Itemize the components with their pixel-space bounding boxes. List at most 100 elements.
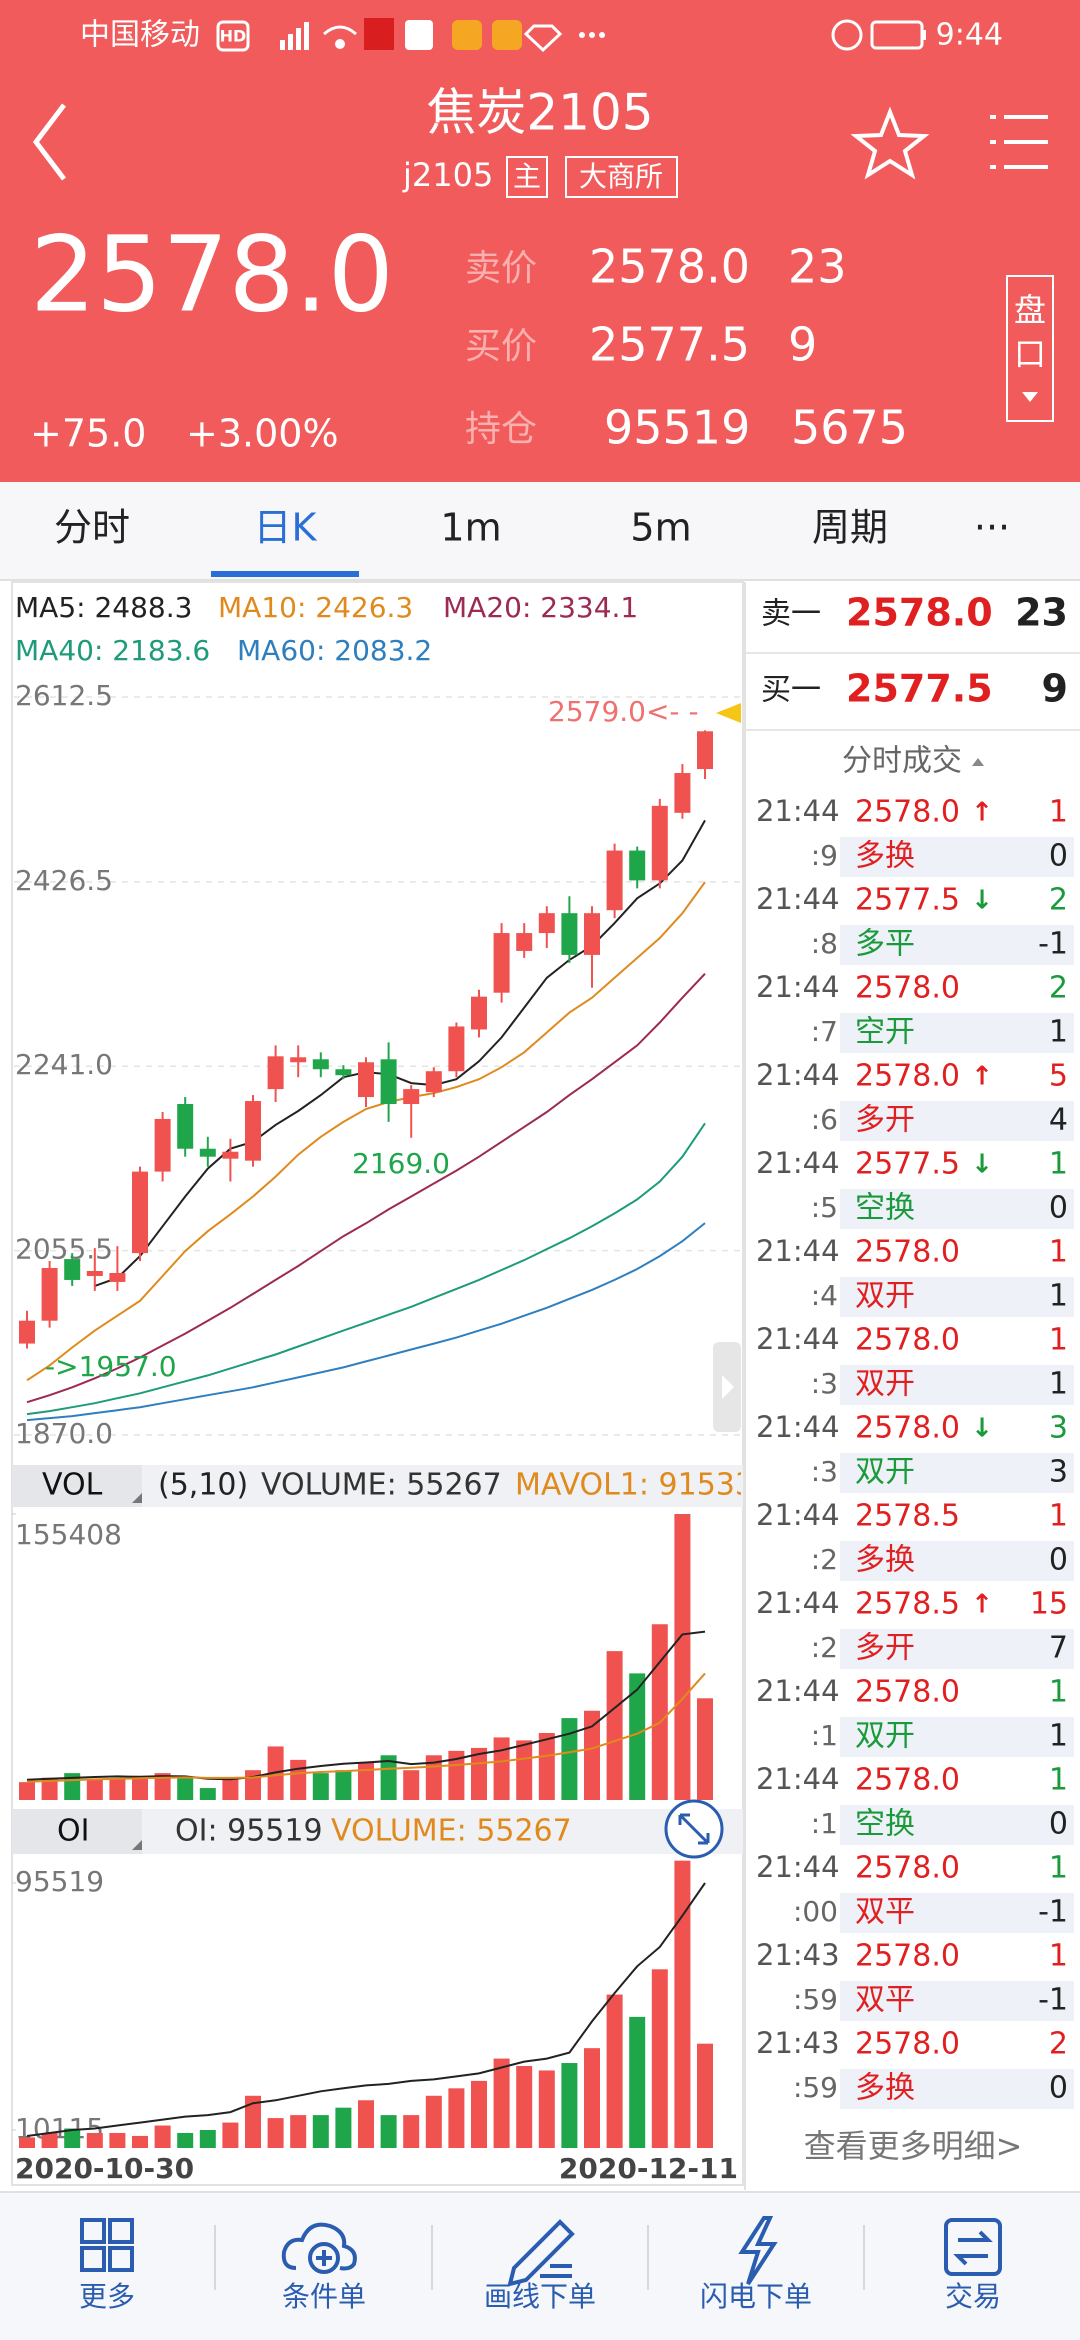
trade-seq: :5 <box>811 1191 838 1224</box>
candle-body <box>584 913 600 955</box>
trade-time: 21:44 <box>756 1674 840 1708</box>
volume-bar <box>358 2100 374 2148</box>
trade-price: 2578.5 <box>855 1587 960 1622</box>
trade-row-shade <box>840 1717 1074 1757</box>
contract-code: j2105 <box>402 156 493 194</box>
panel-title[interactable]: VOL <box>42 1468 103 1503</box>
line-series <box>94 819 706 1287</box>
book-volume: 9 <box>1042 667 1068 711</box>
badge-box <box>506 156 548 198</box>
tab[interactable]: 1m <box>440 506 501 550</box>
oi-tab[interactable] <box>12 1809 142 1854</box>
trades-sort-icon <box>972 758 984 766</box>
legend-entry: MA40: 2183.6 <box>15 634 210 667</box>
tab[interactable]: 分时 <box>54 506 130 550</box>
favorite-button[interactable] <box>850 106 930 180</box>
candle-body <box>380 1059 397 1105</box>
trade-price: 2578.0 <box>855 971 960 1006</box>
tab[interactable]: ··· <box>974 506 1010 550</box>
nav-label[interactable]: 画线下单 <box>484 2280 596 2313</box>
volume-bar <box>403 2115 420 2148</box>
volume-bar <box>132 1777 148 1800</box>
volume-bar <box>199 2130 216 2148</box>
trade-time: 21:43 <box>756 1938 840 1972</box>
trade-time: 21:44 <box>756 1058 840 1092</box>
last-price-marker <box>716 703 741 723</box>
panel-params: (5,10) <box>158 1468 248 1503</box>
trade-seq: :6 <box>811 1103 838 1136</box>
volume-bar <box>651 1624 668 1800</box>
candle-body <box>335 1069 352 1076</box>
vol-tab[interactable] <box>12 1465 142 1507</box>
candle-body <box>86 1271 103 1276</box>
order-book-toggle-label: 口 <box>1014 335 1046 373</box>
trade-volume: 5 <box>1049 1059 1068 1094</box>
trade-kind: 空开 <box>855 1015 915 1050</box>
legend-entry: MA5: 2488.3 <box>15 591 192 624</box>
panel-title[interactable]: OI <box>57 1814 89 1849</box>
trade-row-shade <box>840 837 1074 877</box>
trade-price: 2577.5 <box>855 883 960 918</box>
volume-bar <box>132 2135 148 2148</box>
trade-time: 21:44 <box>756 1410 840 1444</box>
quote-volume: 23 <box>788 240 847 294</box>
nav-icons <box>80 2216 1002 2287</box>
trade-volume: 1 <box>1049 1499 1068 1534</box>
volume-bar <box>41 1777 58 1800</box>
trade-kind: 多换 <box>855 839 915 874</box>
trade-price: 2578.0 <box>855 1939 960 1974</box>
candle-body <box>245 1101 261 1161</box>
line-series <box>26 973 706 1404</box>
tab[interactable]: 周期 <box>812 506 888 550</box>
vol-tab-corner <box>132 1493 142 1503</box>
trade-kind: 空换 <box>855 1191 915 1226</box>
order-book-toggle[interactable] <box>1006 275 1054 422</box>
trade-row-shade <box>840 1101 1074 1141</box>
clock: 9:44 <box>936 18 1003 53</box>
y-tick-label: 2241.0 <box>15 1048 113 1081</box>
tab[interactable]: 5m <box>630 506 691 550</box>
trade-seq: :2 <box>811 1631 838 1664</box>
trade-row-shade <box>840 1893 1074 1933</box>
trade-change: 7 <box>1049 1631 1068 1666</box>
book-label: 卖一 <box>761 597 821 632</box>
exchange-box <box>565 156 678 198</box>
trade-kind: 多开 <box>855 1631 915 1666</box>
nav-label[interactable]: 闪电下单 <box>700 2280 812 2313</box>
volume-bar <box>109 1779 126 1800</box>
book-price: 2578.0 <box>846 591 993 635</box>
volume-bar <box>86 1779 103 1800</box>
candle-body <box>177 1104 194 1149</box>
trade-kind: 多换 <box>855 2071 915 2106</box>
volume-bar <box>606 1651 623 1800</box>
trade-price: 2578.0 <box>855 1763 960 1798</box>
collapse-handle[interactable] <box>713 1342 741 1432</box>
back-button[interactable] <box>32 103 66 181</box>
trade-seq: :59 <box>793 2071 838 2104</box>
annotation: ->1957.0 <box>45 1350 177 1383</box>
tab[interactable]: 日K <box>254 506 318 550</box>
x-tick-label: 2020-10-30 <box>15 2152 194 2185</box>
trade-seq: :3 <box>811 1455 838 1488</box>
trade-arrow: ↓ <box>971 1414 993 1444</box>
quote-label: 买价 <box>465 326 537 367</box>
volume-bar <box>674 1514 691 1800</box>
trade-change: 1 <box>1049 1367 1068 1402</box>
nav-label[interactable]: 交易 <box>945 2280 1001 2313</box>
y-tick-label: 2426.5 <box>15 864 113 897</box>
trade-volume: 15 <box>1030 1587 1068 1622</box>
menu-button[interactable] <box>990 115 1048 169</box>
candle-body <box>493 933 510 993</box>
nav-label[interactable]: 更多 <box>79 2280 135 2313</box>
trade-volume: 1 <box>1049 1675 1068 1710</box>
more-link[interactable]: 查看更多明细> <box>804 2127 1023 2165</box>
nav-label[interactable]: 条件单 <box>282 2280 366 2313</box>
legend-entry: MAVOL1: 91533 <box>515 1468 754 1503</box>
expand-button[interactable] <box>664 1799 724 1859</box>
candle-body <box>471 996 487 1030</box>
trade-time: 21:44 <box>756 1586 840 1620</box>
volume-bar <box>538 1733 555 1800</box>
trade-kind: 多平 <box>855 927 915 962</box>
trade-row-shade <box>840 1805 1074 1845</box>
volume-bar <box>267 2118 284 2148</box>
